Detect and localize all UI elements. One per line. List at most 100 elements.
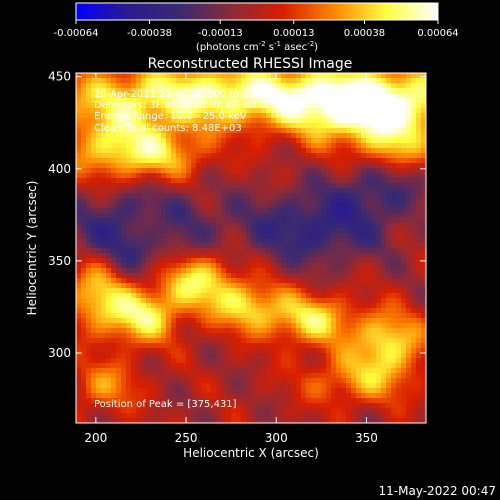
heatmap-cell — [246, 413, 252, 419]
heatmap-cell — [76, 288, 82, 294]
heatmap-cell — [301, 183, 307, 189]
heatmap-cell — [161, 363, 167, 369]
heatmap-cell — [86, 378, 92, 384]
heatmap-cell — [396, 263, 402, 269]
heatmap-cell — [366, 113, 372, 119]
heatmap-cell — [141, 163, 147, 169]
heatmap-cell — [301, 133, 307, 139]
heatmap-cell — [166, 203, 172, 209]
heatmap-cell — [381, 403, 387, 409]
heatmap-cell — [271, 313, 277, 319]
heatmap-cell — [106, 398, 112, 404]
heatmap-cell — [151, 83, 157, 89]
heatmap-cell — [161, 248, 167, 254]
heatmap-cell — [321, 383, 327, 389]
heatmap-cell — [141, 128, 147, 134]
heatmap-cell — [236, 143, 242, 149]
heatmap-cell — [316, 178, 322, 184]
heatmap-cell — [116, 383, 122, 389]
heatmap-cell — [296, 93, 302, 99]
heatmap-cell — [156, 348, 162, 354]
heatmap-cell — [366, 323, 372, 329]
heatmap-cell — [151, 298, 157, 304]
heatmap-cell — [131, 333, 137, 339]
heatmap-cell — [266, 288, 272, 294]
heatmap-cell — [106, 123, 112, 129]
heatmap-cell — [371, 223, 377, 229]
heatmap-cell — [401, 288, 407, 294]
heatmap-cell — [231, 83, 237, 89]
heatmap-cell — [411, 133, 417, 139]
heatmap-cell — [81, 168, 87, 174]
heatmap-cell — [246, 228, 252, 234]
heatmap-cell — [96, 198, 102, 204]
heatmap-cell — [331, 153, 337, 159]
heatmap-cell — [371, 163, 377, 169]
heatmap-cell — [381, 348, 387, 354]
heatmap-cell — [231, 358, 237, 364]
heatmap-cell — [301, 138, 307, 144]
heatmap-cell — [166, 293, 172, 299]
heatmap-cell — [291, 83, 297, 89]
heatmap-cell — [176, 88, 182, 94]
heatmap-cell — [411, 408, 417, 414]
heatmap-cell — [96, 308, 102, 314]
heatmap-cell — [231, 418, 237, 423]
heatmap-cell — [136, 208, 142, 214]
heatmap-cell — [81, 243, 87, 249]
heatmap-cell — [216, 213, 222, 219]
heatmap-cell — [131, 378, 137, 384]
heatmap-cell — [391, 138, 397, 144]
heatmap-cell — [221, 113, 227, 119]
heatmap-cell — [196, 388, 202, 394]
heatmap-cell — [91, 108, 97, 114]
heatmap-cell — [286, 188, 292, 194]
heatmap-cell — [131, 153, 137, 159]
heatmap-cell — [256, 208, 262, 214]
heatmap-cell — [226, 88, 232, 94]
heatmap-cell — [416, 188, 422, 194]
heatmap-cell — [366, 173, 372, 179]
heatmap-cell — [301, 238, 307, 244]
heatmap-cell — [301, 118, 307, 124]
heatmap-cell — [121, 83, 127, 89]
heatmap-cell — [376, 73, 382, 79]
heatmap-cell — [171, 398, 177, 404]
heatmap-cell — [281, 213, 287, 219]
heatmap-cell — [306, 223, 312, 229]
heatmap-cell — [141, 233, 147, 239]
heatmap-cell — [346, 208, 352, 214]
heatmap-cell — [396, 138, 402, 144]
heatmap-cell — [131, 363, 137, 369]
heatmap-cell — [231, 113, 237, 119]
heatmap-cell — [186, 118, 192, 124]
heatmap-cell — [91, 228, 97, 234]
heatmap-cell — [256, 153, 262, 159]
heatmap-cell — [191, 138, 197, 144]
heatmap-cell — [356, 343, 362, 349]
heatmap-cell — [176, 413, 182, 419]
heatmap-cell — [91, 308, 97, 314]
heatmap-cell — [366, 308, 372, 314]
heatmap-cell — [101, 248, 107, 254]
heatmap-cell — [316, 203, 322, 209]
heatmap-cell — [236, 408, 242, 414]
heatmap-cell — [146, 88, 152, 94]
heatmap-cell — [181, 308, 187, 314]
heatmap-cell — [106, 233, 112, 239]
heatmap-cell — [91, 83, 97, 89]
heatmap-cell — [116, 218, 122, 224]
heatmap-cell — [391, 173, 397, 179]
heatmap-cell — [381, 223, 387, 229]
heatmap-cell — [301, 78, 307, 84]
heatmap-cell — [411, 273, 417, 279]
heatmap-cell — [336, 133, 342, 139]
heatmap-cell — [376, 278, 382, 284]
heatmap-cell — [416, 153, 422, 159]
heatmap-cell — [286, 178, 292, 184]
heatmap-cell — [196, 153, 202, 159]
heatmap-cell — [196, 188, 202, 194]
heatmap-cell — [251, 148, 257, 154]
heatmap-cell — [176, 223, 182, 229]
heatmap-cell — [261, 223, 267, 229]
